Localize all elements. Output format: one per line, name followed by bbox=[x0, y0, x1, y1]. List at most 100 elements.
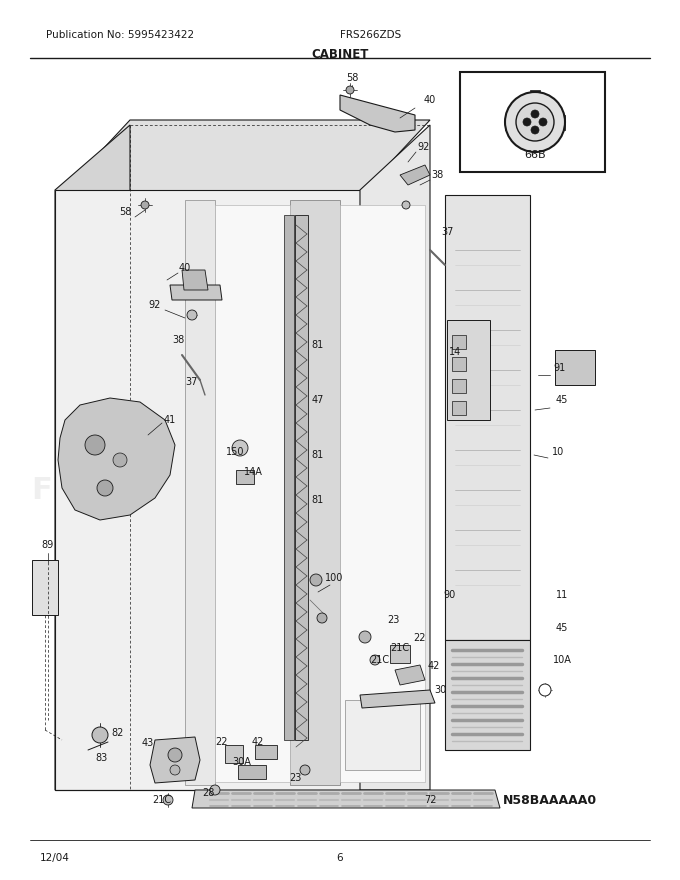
Text: 58: 58 bbox=[119, 207, 131, 217]
Text: 41: 41 bbox=[164, 415, 176, 425]
Bar bbox=[452, 357, 466, 371]
Circle shape bbox=[539, 684, 551, 696]
Circle shape bbox=[168, 748, 182, 762]
Polygon shape bbox=[530, 90, 540, 95]
Polygon shape bbox=[360, 125, 430, 790]
Text: 23: 23 bbox=[289, 773, 301, 783]
Circle shape bbox=[210, 785, 220, 795]
Polygon shape bbox=[340, 205, 425, 782]
Polygon shape bbox=[192, 790, 500, 808]
Bar bbox=[390, 645, 410, 663]
Circle shape bbox=[141, 201, 149, 209]
Text: 22: 22 bbox=[216, 737, 228, 747]
Text: 11: 11 bbox=[556, 590, 568, 600]
Text: 92: 92 bbox=[149, 300, 161, 310]
Polygon shape bbox=[58, 398, 175, 520]
Circle shape bbox=[310, 574, 322, 586]
Polygon shape bbox=[215, 205, 290, 782]
Polygon shape bbox=[150, 737, 200, 783]
Polygon shape bbox=[284, 215, 294, 740]
Text: 21C: 21C bbox=[371, 655, 390, 665]
Bar bbox=[225, 745, 243, 763]
Text: 92: 92 bbox=[418, 142, 430, 152]
Text: 38: 38 bbox=[431, 170, 443, 180]
Text: 37: 37 bbox=[186, 377, 198, 387]
Text: 10A: 10A bbox=[553, 655, 571, 665]
Polygon shape bbox=[182, 270, 208, 290]
Circle shape bbox=[531, 110, 539, 118]
Circle shape bbox=[346, 86, 354, 94]
Text: 21C: 21C bbox=[152, 795, 171, 805]
Circle shape bbox=[516, 103, 554, 141]
Circle shape bbox=[85, 435, 105, 455]
Bar bbox=[452, 335, 466, 349]
Text: 91: 91 bbox=[554, 363, 566, 373]
Text: 37: 37 bbox=[441, 227, 453, 237]
Text: 23: 23 bbox=[387, 615, 399, 625]
Text: 81: 81 bbox=[312, 450, 324, 460]
Polygon shape bbox=[295, 215, 308, 740]
Circle shape bbox=[402, 201, 410, 209]
Bar bbox=[452, 401, 466, 415]
Circle shape bbox=[539, 118, 547, 126]
Circle shape bbox=[113, 453, 127, 467]
Text: 72: 72 bbox=[424, 795, 437, 805]
Text: 40: 40 bbox=[424, 95, 436, 105]
Polygon shape bbox=[445, 640, 530, 750]
Polygon shape bbox=[290, 200, 340, 785]
Circle shape bbox=[505, 92, 565, 152]
Text: 42: 42 bbox=[252, 737, 265, 747]
Bar bbox=[452, 379, 466, 393]
Polygon shape bbox=[445, 195, 530, 640]
Circle shape bbox=[92, 727, 108, 743]
Polygon shape bbox=[395, 665, 425, 685]
Polygon shape bbox=[447, 320, 490, 420]
Circle shape bbox=[187, 310, 197, 320]
Circle shape bbox=[317, 613, 327, 623]
Circle shape bbox=[370, 655, 380, 665]
Circle shape bbox=[359, 631, 371, 643]
Text: 45: 45 bbox=[556, 395, 568, 405]
Text: 81: 81 bbox=[312, 340, 324, 350]
Circle shape bbox=[523, 118, 531, 126]
Circle shape bbox=[97, 480, 113, 496]
Text: 42: 42 bbox=[428, 661, 440, 671]
Bar bbox=[238, 765, 266, 779]
Text: 12/04: 12/04 bbox=[40, 853, 70, 863]
Polygon shape bbox=[185, 200, 215, 785]
Text: 47: 47 bbox=[312, 395, 324, 405]
Text: 89: 89 bbox=[42, 540, 54, 550]
Text: 45: 45 bbox=[556, 623, 568, 633]
Polygon shape bbox=[170, 285, 222, 300]
Text: 82: 82 bbox=[112, 728, 124, 738]
Text: 40: 40 bbox=[179, 263, 191, 273]
Text: 28: 28 bbox=[202, 788, 214, 798]
Text: 150: 150 bbox=[226, 447, 244, 457]
Text: 81: 81 bbox=[312, 495, 324, 505]
Polygon shape bbox=[340, 95, 415, 132]
Bar bbox=[460, 72, 605, 172]
Circle shape bbox=[300, 765, 310, 775]
Text: 6: 6 bbox=[337, 853, 343, 863]
Text: CABINET: CABINET bbox=[311, 48, 369, 61]
Text: 43: 43 bbox=[142, 738, 154, 748]
Polygon shape bbox=[60, 120, 430, 195]
Circle shape bbox=[531, 126, 539, 134]
Polygon shape bbox=[345, 700, 420, 770]
Text: 30A: 30A bbox=[233, 757, 252, 767]
Circle shape bbox=[170, 765, 180, 775]
Polygon shape bbox=[552, 115, 565, 130]
Text: 14: 14 bbox=[449, 347, 461, 357]
Polygon shape bbox=[505, 115, 518, 130]
Polygon shape bbox=[55, 125, 130, 790]
Text: 100: 100 bbox=[325, 573, 343, 583]
Circle shape bbox=[163, 795, 173, 805]
Text: 10: 10 bbox=[552, 447, 564, 457]
Text: N58BAAAAA0: N58BAAAAA0 bbox=[503, 794, 597, 806]
Bar bbox=[32, 560, 58, 615]
Text: 38: 38 bbox=[172, 335, 184, 345]
Text: 21C: 21C bbox=[390, 643, 409, 653]
Polygon shape bbox=[360, 690, 435, 708]
Text: FRIGIDAIRE: FRIGIDAIRE bbox=[32, 475, 228, 504]
Text: 66B: 66B bbox=[524, 150, 546, 160]
